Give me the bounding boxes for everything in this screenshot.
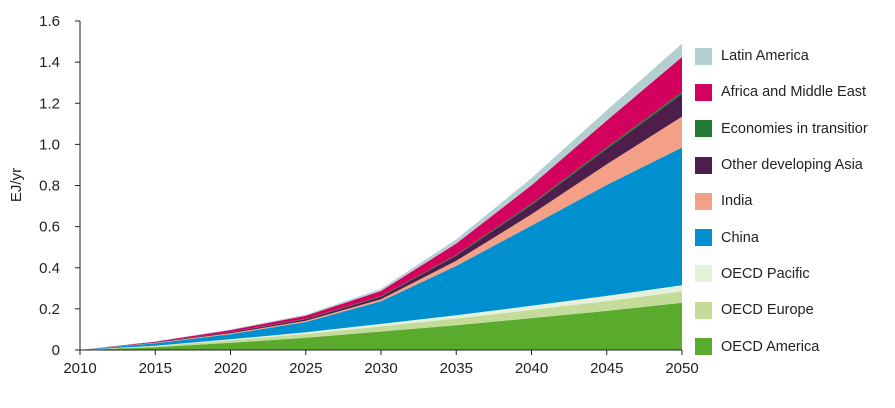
legend-item: OECD Pacific	[695, 256, 890, 292]
legend-swatch	[695, 338, 712, 356]
legend-swatch	[695, 83, 712, 101]
legend-item: China	[695, 219, 890, 255]
legend-label: Latin America	[721, 48, 809, 65]
area-oecd-america	[80, 302, 682, 350]
legend-label: China	[721, 229, 759, 246]
y-tick-label: 0.4	[39, 260, 60, 277]
x-tick-label: 2045	[590, 360, 623, 377]
x-tick-label: 2050	[665, 360, 698, 377]
y-tick-label: 0.8	[39, 178, 60, 195]
legend-swatch	[695, 47, 712, 65]
y-tick-label: 1.2	[39, 95, 60, 112]
x-tick-label: 2015	[139, 360, 172, 377]
y-tick-label: 0.6	[39, 219, 60, 236]
legend-item: Other developing Asia	[695, 147, 890, 183]
y-tick-label: 1.6	[39, 13, 60, 30]
legend-label: OECD Pacific	[721, 265, 810, 282]
x-tick-label: 2035	[440, 360, 473, 377]
legend-swatch	[695, 156, 712, 174]
legend-item: Latin America	[695, 38, 890, 74]
area-china	[80, 147, 682, 350]
legend-item: Economies in transitior	[695, 111, 890, 147]
legend-label: OECD Europe	[721, 302, 814, 319]
legend-swatch	[695, 229, 712, 247]
legend-label: India	[721, 193, 753, 210]
legend-label: OECD America	[721, 338, 820, 355]
legend-label: Africa and Middle East	[721, 84, 867, 101]
x-tick-label: 2020	[214, 360, 247, 377]
area-africa-and-middle-east	[80, 57, 682, 350]
x-tick-label: 2025	[289, 360, 322, 377]
chart-axes: 0 0.2 0.4 0.6 0.8 1.0 1.2 1.4 1.6 2010 2015 2020 202…	[39, 13, 699, 377]
legend-item: Africa and Middle East	[695, 74, 890, 110]
legend-item: OECD America	[695, 328, 890, 364]
x-tick-label: 2040	[515, 360, 548, 377]
legend-swatch	[695, 301, 712, 319]
y-tick-label: 0	[52, 342, 60, 359]
legend-swatch	[695, 120, 712, 138]
legend-swatch	[695, 192, 712, 210]
y-axis-label: EJ/yr	[8, 168, 25, 202]
legend-item: OECD Europe	[695, 292, 890, 328]
y-tick-label: 1.0	[39, 136, 60, 153]
chart-legend: Latin America Africa and Middle East Econo…	[695, 38, 890, 365]
y-tick-label: 1.4	[39, 54, 60, 71]
y-tick-label: 0.2	[39, 301, 60, 318]
x-tick-label: 2010	[63, 360, 96, 377]
legend-swatch	[695, 265, 712, 283]
area-other-developing-asia	[80, 94, 682, 350]
x-tick-label: 2030	[364, 360, 397, 377]
chart-areas	[80, 43, 682, 351]
legend-label: Economies in transitior	[721, 120, 868, 137]
legend-label: Other developing Asia	[721, 157, 863, 174]
legend-item: India	[695, 183, 890, 219]
